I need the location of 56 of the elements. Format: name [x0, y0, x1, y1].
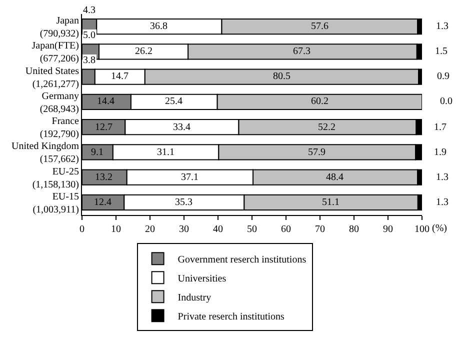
data-label: 3.8	[83, 55, 96, 66]
x-tick-label: 100	[414, 224, 430, 235]
y-tick-label: Japan(FTE) (677,206)	[32, 40, 79, 65]
x-tick-label: 10	[111, 224, 121, 235]
data-label: 48.4	[326, 172, 344, 183]
data-label: 12.7	[95, 122, 112, 133]
data-label: 25.4	[165, 96, 182, 107]
data-label: 31.1	[157, 147, 174, 158]
legend-label: Government reserch institutions	[178, 254, 306, 266]
data-label: 33.4	[173, 122, 190, 133]
data-label: 0.0	[440, 96, 452, 107]
data-label: 37.1	[181, 172, 198, 183]
data-label: 9.1	[91, 147, 104, 158]
data-label: 57.6	[311, 21, 328, 32]
data-label: 13.2	[95, 172, 112, 183]
x-tick-label: 70	[315, 224, 325, 235]
data-label: 51.1	[322, 197, 340, 208]
y-tick-label: Japan (790,932)	[40, 16, 79, 40]
data-label: 26.2	[135, 46, 152, 57]
y-tick-label: France (192,790)	[40, 116, 80, 140]
y-tick-label: EU-25 (1,158,130)	[32, 166, 79, 190]
x-tick-label: 90	[383, 224, 393, 235]
data-label: 80.5	[273, 71, 290, 82]
data-label: 1.3	[436, 21, 448, 32]
data-label: 1.7	[434, 122, 446, 133]
data-label: 1.9	[434, 147, 446, 158]
data-label: 0.9	[437, 71, 450, 82]
y-tick-label: Germany (268,943)	[40, 90, 79, 115]
data-label: 57.9	[308, 147, 326, 158]
x-tick-label: 0	[80, 224, 84, 235]
data-label: 1.3	[436, 197, 448, 208]
data-label: 14.4	[97, 96, 114, 107]
data-label: 60.2	[311, 96, 328, 107]
legend-label: Universities	[178, 274, 226, 285]
x-tick-label: 60	[281, 224, 291, 235]
data-label: 5.0	[83, 30, 96, 41]
data-label: 67.3	[293, 46, 310, 57]
data-label: 1.5	[435, 46, 448, 57]
data-label: 12.4	[94, 197, 112, 208]
data-label: 52.2	[318, 122, 336, 133]
x-tick-label: 40	[213, 224, 223, 235]
x-tick-label: 50	[247, 224, 257, 235]
legend-label: Private reserch institutions	[178, 312, 285, 323]
y-tick-label: EU-15 (1,003,911)	[32, 191, 79, 216]
data-label: 36.8	[150, 21, 168, 32]
x-axis-title: (%)	[432, 223, 447, 234]
data-label: 14.7	[111, 71, 128, 82]
y-tick-label: United Kingdom (157,662)	[12, 141, 80, 166]
x-tick-label: 30	[179, 224, 189, 235]
data-label: 1.3	[436, 172, 448, 183]
x-tick-label: 20	[145, 224, 155, 235]
data-label: 4.3	[83, 5, 96, 16]
legend-label: Industry	[178, 292, 212, 304]
x-tick-label: 80	[349, 224, 359, 235]
y-tick-label: United States (1,261,277)	[25, 66, 80, 90]
data-label: 35.3	[175, 197, 192, 208]
